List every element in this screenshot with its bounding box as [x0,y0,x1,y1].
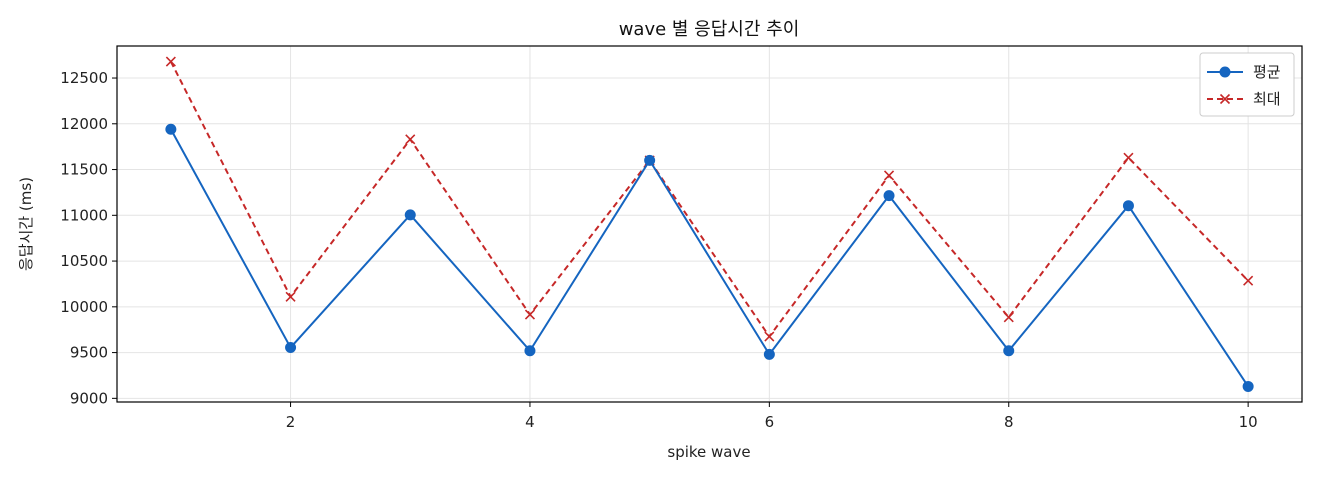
data-point [764,331,775,342]
data-point [285,342,297,354]
data-point [1123,152,1134,163]
x-axis-title: spike wave [667,443,750,461]
legend-item: 최대 [1207,90,1281,108]
y-tick-label: 10000 [60,298,108,316]
x-tick-label: 4 [525,413,535,431]
data-point [883,170,895,181]
x-tick-label: 10 [1239,413,1258,431]
data-point [644,154,656,166]
y-tick-label: 9000 [70,389,108,407]
plot-area [116,45,1303,403]
data-point [1122,200,1134,212]
y-tick-label: 10500 [60,252,108,270]
x-tick-label: 6 [765,413,775,431]
series-line [169,128,1249,387]
axis-ticks: 2 4 6 8 10 9000 9500 10000 10500 11000 11500 12000 1… [60,69,1257,431]
legend-marker [1219,93,1231,105]
y-tick-label: 11500 [60,161,108,179]
y-axis-title: 응답시간 (ms) [17,177,35,271]
y-tick-label: 11000 [60,206,108,224]
legend-label: 최대 [1253,90,1281,108]
legend-label: 평균 [1253,63,1281,81]
y-tick-label: 12000 [60,115,108,133]
data-point [1243,275,1254,286]
data-point [883,190,895,202]
data-point [165,56,176,67]
data-point [1003,312,1014,323]
x-tick-label: 2 [286,413,296,431]
data-point [524,345,536,357]
y-tick-label: 12500 [60,69,108,87]
series-1 [165,123,1254,392]
x-tick-label: 8 [1004,413,1014,431]
y-tick-label: 9500 [70,344,108,362]
data-point [404,209,416,221]
data-point [1003,345,1015,357]
data-point [1242,380,1254,392]
data-point [763,348,775,360]
legend-marker [1219,66,1231,78]
data-point [165,123,177,135]
data-point [524,309,536,320]
series-line [169,61,1249,338]
chart-title: wave 별 응답시간 추이 [619,19,800,40]
series-2 [165,56,1254,342]
data-point [285,291,296,302]
data-point [405,134,416,145]
legend-item: 평균 [1207,63,1281,81]
series-layer [165,56,1254,392]
grid-lines [117,46,1302,402]
